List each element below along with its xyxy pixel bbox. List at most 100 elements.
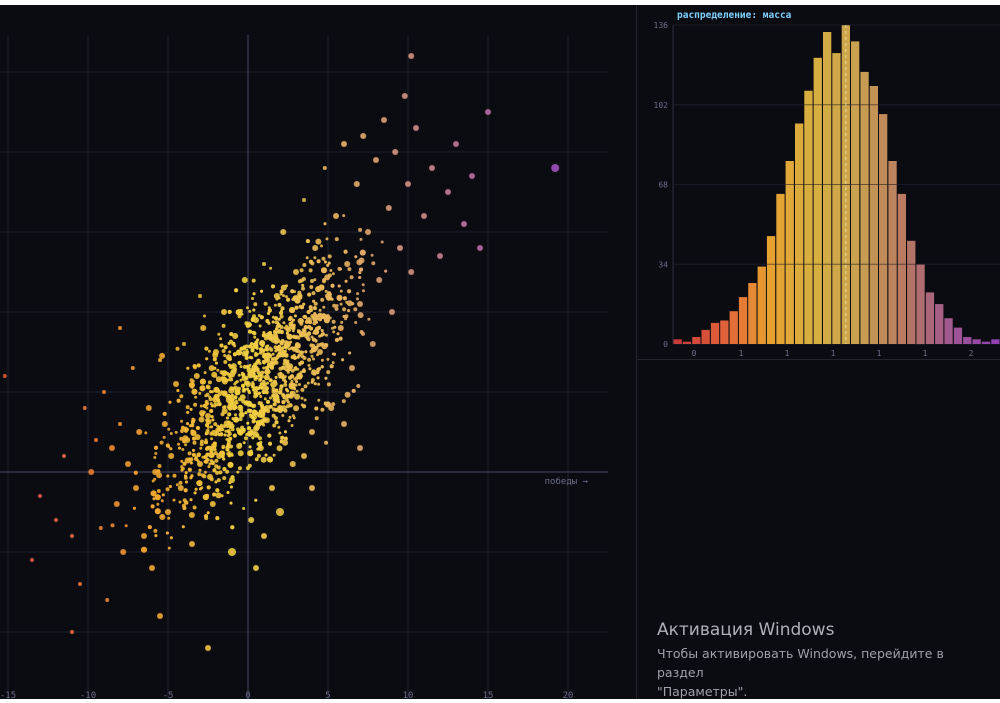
scatter-point (328, 405, 335, 411)
scatter-point (78, 582, 82, 586)
scatter-point (238, 417, 243, 422)
scatter-point (188, 382, 195, 388)
scatter-point (260, 456, 267, 463)
scatter-point (342, 214, 346, 218)
scatter-point (152, 469, 159, 475)
scatter-point (141, 546, 147, 553)
scatter-point (294, 342, 301, 349)
scatter-point (301, 453, 307, 459)
scatter-point (323, 222, 327, 226)
scatter-point (359, 330, 364, 334)
scatter-point (82, 406, 87, 410)
scatter-point (282, 294, 285, 298)
scatter-point (54, 518, 58, 522)
scatter-point (165, 531, 169, 535)
scatter-point (246, 306, 249, 310)
scatter-point (277, 425, 281, 429)
scatter-point (223, 360, 228, 364)
scatter-point (311, 337, 316, 342)
scatter-point (280, 339, 285, 344)
scatter-point (262, 262, 266, 266)
scatter-point (2, 374, 7, 378)
scatter-point (445, 189, 451, 195)
scatter-point (209, 402, 213, 406)
scatter-point (293, 269, 299, 275)
scatter-point (250, 342, 254, 346)
scatter-point (269, 347, 274, 352)
scatter-point (215, 492, 222, 499)
scatter-point (265, 365, 270, 370)
scatter-point (251, 416, 255, 420)
scatter-point (371, 261, 376, 266)
scatter-point (351, 388, 356, 393)
scatter-point (204, 440, 208, 445)
scatter-plot[interactable]: -15 -10 -5 0 5 10 15 20 победы → (0, 5, 636, 701)
scatter-point (347, 309, 351, 313)
scatter-point (234, 413, 237, 417)
scatter-point (267, 362, 271, 367)
scatter-point (198, 391, 202, 395)
histogram-bar (710, 322, 720, 344)
scatter-point (273, 293, 280, 299)
scatter-point (210, 415, 214, 419)
scatter-point (70, 534, 74, 538)
scatter-point (295, 335, 299, 339)
scatter-point (303, 398, 307, 402)
scatter-point (156, 502, 160, 506)
histogram-bar (963, 337, 972, 344)
scatter-point (299, 278, 304, 283)
scatter-point (206, 511, 210, 515)
scatter-point (381, 117, 387, 123)
scatter-point (213, 451, 218, 456)
scatter-point (261, 379, 266, 384)
scatter-point (359, 249, 366, 256)
scatter-point (284, 295, 288, 299)
scatter-point (190, 474, 194, 478)
scatter-point (228, 548, 236, 556)
scatter-point (252, 372, 256, 376)
scatter-point (241, 372, 246, 377)
scatter-point (385, 205, 392, 211)
scatter-point (351, 302, 355, 306)
scatter-point (189, 498, 193, 502)
scatter-point (277, 400, 280, 404)
scatter-point (331, 361, 335, 365)
scatter-point (200, 325, 207, 331)
scatter-point (145, 405, 152, 411)
scatter-point (278, 390, 283, 395)
scatter-point (245, 323, 250, 328)
scatter-point (287, 317, 292, 322)
scatter-point (183, 488, 188, 493)
scatter-point (178, 446, 181, 450)
scatter-point (233, 385, 238, 390)
scatter-point (233, 395, 238, 400)
scatter-point (202, 474, 207, 479)
histogram-chart[interactable]: распределение: масса 0 34 68 102 136 0 1 1 1 1 1 2 (637, 5, 1000, 360)
histogram-bar (991, 339, 1000, 344)
scatter-point (313, 301, 318, 306)
scatter-point (232, 352, 237, 357)
scatter-point (242, 441, 246, 445)
scatter-point (288, 322, 293, 326)
scatter-point (272, 335, 279, 342)
scatter-point (226, 491, 230, 494)
scatter-point (259, 403, 264, 408)
scatter-point (247, 408, 251, 413)
scatter-point (194, 434, 201, 441)
scatter-point (187, 467, 192, 472)
scatter-point (291, 414, 295, 418)
scatter-point (189, 407, 193, 411)
scatter-point (179, 436, 184, 441)
scatter-point (192, 364, 197, 369)
scatter-point (207, 465, 211, 469)
scatter-point (242, 428, 246, 432)
scatter-point (310, 354, 314, 358)
scatter-point (215, 516, 220, 521)
scatter-point (279, 384, 284, 389)
scatter-point (314, 406, 319, 411)
scatter-point (251, 297, 254, 300)
scatter-point (251, 436, 255, 440)
scatter-point (342, 307, 347, 312)
scatter-point (181, 525, 185, 529)
scatter-point (149, 565, 155, 571)
